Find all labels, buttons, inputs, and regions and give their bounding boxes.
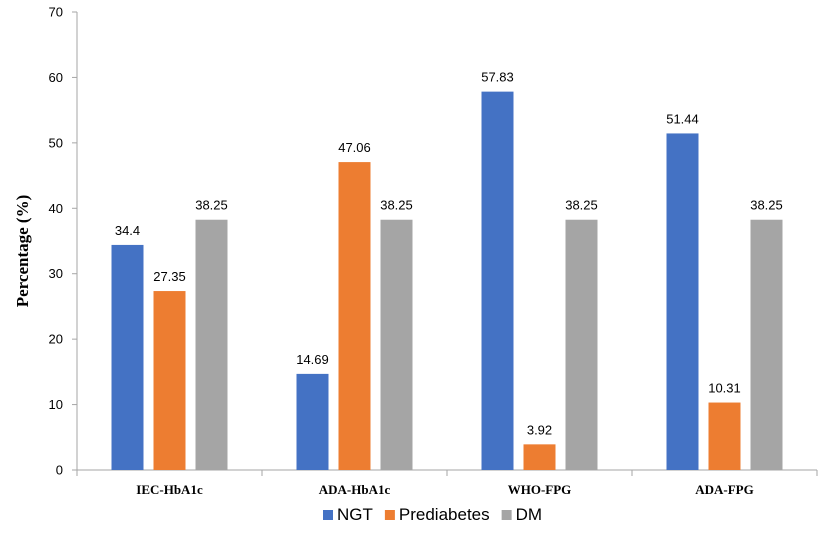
y-tick-label: 0 — [56, 463, 63, 478]
y-tick-label: 70 — [49, 5, 63, 20]
y-tick-label: 30 — [49, 266, 63, 281]
data-label: 51.44 — [666, 111, 699, 126]
category-label: IEC-HbA1c — [136, 482, 203, 497]
legend-swatch — [323, 510, 333, 520]
bar-ngt — [111, 244, 144, 470]
bar-dm — [195, 219, 228, 470]
category-label: ADA-FPG — [695, 482, 754, 497]
legend-label: Prediabetes — [399, 505, 490, 524]
bar-dm — [750, 219, 783, 470]
y-tick-label: 60 — [49, 70, 63, 85]
bar-ngt — [296, 373, 329, 470]
y-tick-label: 40 — [49, 201, 63, 216]
data-label: 38.25 — [750, 198, 783, 213]
bar-prediabetes — [708, 402, 741, 470]
legend: NGT Prediabetes DM — [323, 505, 542, 524]
bar-series — [111, 91, 783, 470]
legend-label: NGT — [337, 505, 373, 524]
legend-swatch — [384, 510, 395, 520]
data-label: 14.69 — [296, 352, 329, 367]
bar-dm — [565, 219, 598, 470]
category-label: ADA-HbA1c — [319, 482, 391, 497]
bar-ngt — [481, 91, 514, 470]
data-label: 38.25 — [195, 198, 228, 213]
bar-dm — [380, 219, 413, 470]
data-label: 47.06 — [338, 140, 371, 155]
data-label: 10.31 — [708, 381, 741, 396]
bar-prediabetes — [338, 162, 371, 470]
y-tick-label: 20 — [49, 332, 63, 347]
category-label: WHO-FPG — [508, 482, 572, 497]
legend-swatch — [501, 510, 512, 520]
y-tick-labels: 0 10 20 30 40 50 60 70 — [49, 5, 77, 478]
data-label: 38.25 — [380, 198, 413, 213]
data-label: 27.35 — [153, 269, 186, 284]
data-label: 38.25 — [565, 198, 598, 213]
data-labels: 34.4 27.35 38.25 14.69 47.06 38.25 57.83 3.92 38… — [115, 70, 783, 438]
legend-label: DM — [516, 505, 542, 524]
bar-prediabetes — [523, 444, 556, 470]
y-tick-label: 50 — [49, 135, 63, 150]
bar-prediabetes — [153, 291, 186, 470]
category-labels: IEC-HbA1c ADA-HbA1c WHO-FPG ADA-FPG — [136, 482, 753, 497]
y-tick-label: 10 — [49, 397, 63, 412]
x-tick-marks — [76, 470, 818, 476]
data-label: 34.4 — [115, 223, 140, 238]
data-label: 57.83 — [481, 70, 514, 85]
data-label: 3.92 — [527, 422, 552, 437]
y-axis-title: Percentage (%) — [13, 195, 32, 308]
bar-ngt — [666, 133, 699, 470]
